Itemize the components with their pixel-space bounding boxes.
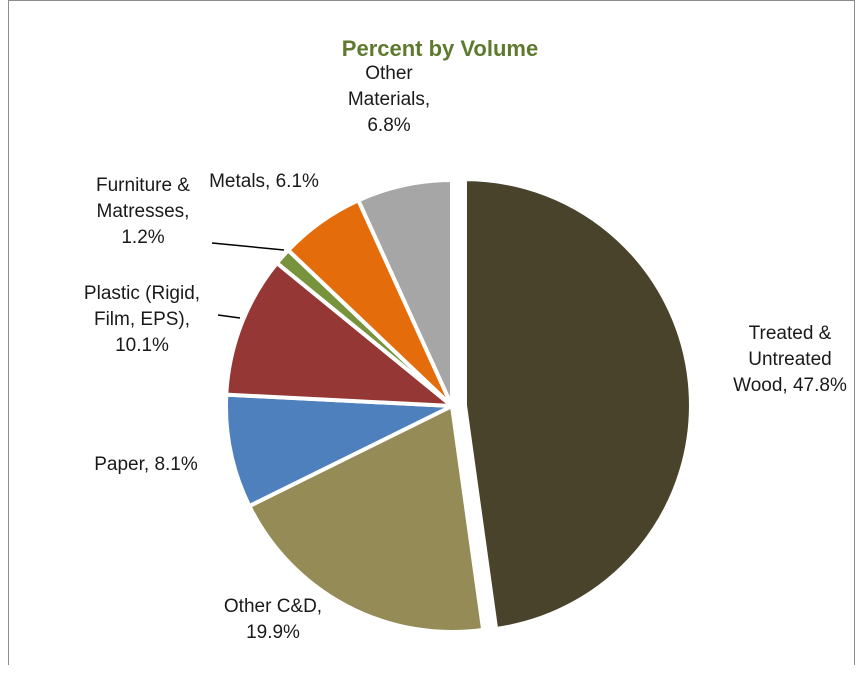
leader-line-plastic <box>218 315 240 318</box>
slice-label-3: Paper, 8.1% <box>94 454 198 475</box>
pie-slice-1 <box>465 179 691 629</box>
slice-label-7: Other Materials, 6.8% <box>348 63 430 136</box>
slice-label-6: Metals, 6.1% <box>209 171 319 192</box>
slice-label-5: Furniture & Matresses, 1.2% <box>96 175 190 248</box>
leader-line-furniture <box>212 243 284 250</box>
slice-label-4: Plastic (Rigid, Film, EPS), 10.1% <box>84 283 200 356</box>
slice-label-2: Other C&D, 19.9% <box>224 596 322 643</box>
slice-label-1: Treated & Untreated Wood, 47.8% <box>733 323 847 396</box>
chart-title: Percent by Volume <box>342 36 538 61</box>
